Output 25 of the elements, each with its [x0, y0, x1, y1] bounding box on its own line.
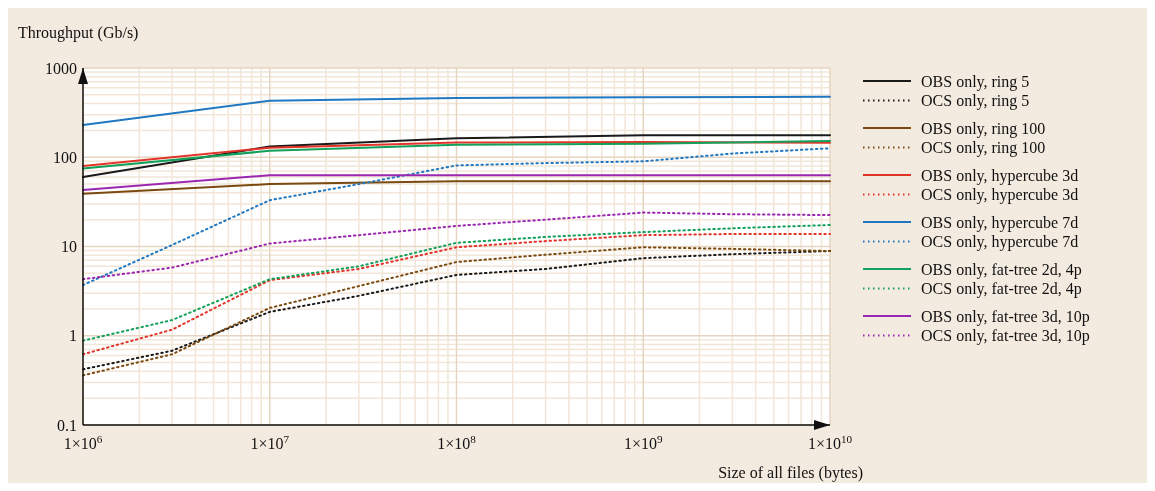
y-tick-label: 1 — [69, 327, 77, 345]
legend-label: OCS only, hypercube 3d — [921, 186, 1079, 205]
legend-label: OBS only, ring 100 — [921, 119, 1046, 138]
legend-label: OCS only, hypercube 7d — [921, 233, 1079, 252]
legend-label: OCS only, ring 5 — [921, 92, 1030, 111]
x-axis-title: Size of all files (bytes) — [718, 464, 863, 482]
y-tick-label: 10 — [61, 238, 77, 256]
legend-label: OCS only, ring 100 — [921, 139, 1046, 158]
y-axis-title: Throughput (Gb/s) — [18, 24, 139, 42]
y-tick-label: 0.1 — [57, 416, 77, 434]
y-tick-label: 100 — [53, 148, 77, 166]
x-tick-label: 1×10$^{7}$ — [250, 433, 290, 452]
legend-label: OBS only, hypercube 7d — [921, 213, 1079, 232]
x-tick-label: 1×10$^{10}$ — [807, 433, 853, 452]
line-series — [82, 95, 831, 126]
x-tick-label: 1×10$^{9}$ — [623, 433, 663, 452]
legend-label: OCS only, fat-tree 3d, 10p — [921, 327, 1090, 346]
legend-label: OBS only, hypercube 3d — [921, 166, 1079, 185]
y-tick-label: 1000 — [45, 59, 77, 77]
legend-label: OBS only, ring 5 — [921, 72, 1030, 91]
legend-label: OBS only, fat-tree 2d, 4p — [921, 260, 1082, 279]
x-tick-label: 1×10$^{8}$ — [437, 433, 477, 452]
x-tick-label: 1×10$^{6}$ — [63, 433, 103, 452]
legend-label: OBS only, fat-tree 3d, 10p — [921, 307, 1090, 326]
legend-label: OCS only, fat-tree 2d, 4p — [921, 280, 1082, 299]
